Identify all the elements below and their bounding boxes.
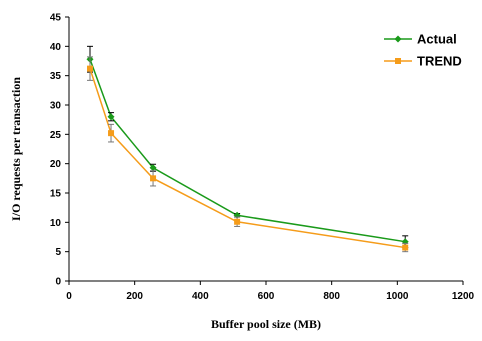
legend-swatch-marker: [394, 35, 402, 43]
legend: Actual TREND: [384, 32, 462, 69]
x-tick-label: 400: [192, 291, 209, 302]
x-tick-label: 1000: [386, 291, 409, 302]
data-point: [234, 218, 241, 225]
x-axis-title: Buffer pool size (MB): [211, 317, 321, 331]
x-tick-label: 0: [66, 291, 72, 302]
y-tick-label: 15: [50, 189, 62, 200]
legend-item-actual: Actual: [384, 32, 457, 47]
y-tick-label: 40: [50, 42, 62, 53]
y-tick-label: 35: [50, 71, 62, 82]
data-point: [150, 175, 157, 182]
x-tick-label: 600: [258, 291, 275, 302]
x-tick-label: 800: [323, 291, 340, 302]
series-trend: [87, 56, 409, 253]
data-point: [149, 164, 157, 172]
y-tick-label: 30: [50, 101, 62, 112]
y-tick-label: 20: [50, 159, 62, 170]
legend-swatch-marker: [395, 58, 401, 64]
y-tick-label: 25: [50, 130, 62, 141]
series-actual: [86, 45, 409, 249]
y-tick-label: 5: [55, 247, 61, 258]
x-tick-label: 200: [126, 291, 143, 302]
data-point: [87, 65, 94, 72]
series-line: [89, 58, 406, 243]
legend-label: Actual: [417, 32, 457, 47]
series-layer: [86, 45, 409, 253]
y-tick-label: 0: [55, 277, 61, 288]
legend-label: TREND: [417, 54, 462, 69]
series-line: [89, 68, 406, 249]
y-tick-label: 45: [50, 13, 62, 24]
axes: 0 5 10 15 20 25 30 35 40 45 0 200 400 600 800 1000 1200: [50, 13, 475, 303]
y-axis-title: I/O requests per transaction: [9, 77, 23, 221]
data-point: [402, 244, 409, 251]
data-point: [108, 130, 115, 137]
legend-item-trend: TREND: [384, 54, 462, 69]
y-tick-label: 10: [50, 218, 62, 229]
data-point: [107, 113, 115, 121]
x-tick-label: 1200: [452, 291, 475, 302]
